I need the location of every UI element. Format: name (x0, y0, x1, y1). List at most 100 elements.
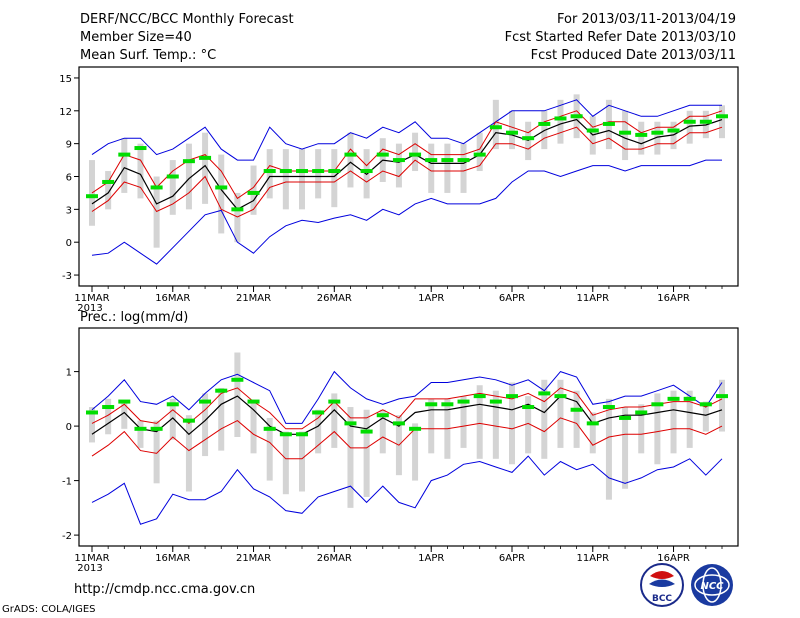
spread-box (719, 379, 725, 432)
median-marker (134, 426, 147, 431)
spread-box (686, 390, 693, 448)
median-marker (716, 394, 728, 399)
median-marker (602, 405, 615, 410)
spread-box (460, 143, 467, 193)
median-marker (182, 159, 195, 164)
x-tick-label: 1APR (418, 553, 444, 564)
spread-box (218, 387, 225, 451)
spread-box (460, 396, 467, 448)
spread-box (654, 393, 661, 465)
median-marker (247, 399, 260, 404)
spread-box (169, 398, 176, 440)
precipitation-panel: -2 -1 0 1 11MAR 16MAR 21MAR 26MAR 1APR 6APR 11APR 1… (62, 327, 739, 574)
median-marker (263, 426, 276, 431)
spread-box (654, 121, 661, 155)
spread-box (89, 160, 95, 226)
spread-box (476, 132, 483, 172)
bottom-variable-label: Prec.: log(mm/d) (80, 310, 189, 325)
plot-frame (78, 327, 739, 547)
y-tick-label: 1 (66, 368, 72, 379)
spread-box (282, 149, 289, 210)
spread-box (202, 132, 209, 204)
median-marker (215, 185, 228, 190)
member-size-label: Member Size=40 (80, 30, 192, 45)
forecast-range-label: For 2013/03/11-2013/04/19 (557, 12, 736, 27)
series-lower-line (91, 126, 723, 218)
median-marker (231, 207, 244, 212)
median-marker (570, 114, 583, 119)
spread-box (428, 143, 435, 193)
median-marker (150, 185, 163, 190)
median-marker (538, 391, 551, 396)
median-marker (134, 146, 147, 151)
ncc-logo: NCC (691, 564, 733, 606)
median-marker (118, 152, 131, 157)
median-marker (586, 128, 599, 133)
median-marker (473, 394, 486, 399)
year-label: 2013 (77, 303, 102, 314)
spread-box (702, 401, 709, 432)
median-marker (667, 396, 680, 401)
median-marker (522, 136, 535, 141)
spread-box (315, 149, 322, 199)
spread-box (605, 398, 612, 500)
median-marker (86, 410, 98, 415)
median-marker (231, 377, 244, 382)
spread-box (557, 99, 564, 144)
y-tick-label: 12 (59, 107, 72, 118)
spread-box (266, 149, 273, 199)
series-mean-line (91, 395, 723, 436)
spread-box (509, 382, 515, 465)
median-marker (635, 132, 648, 137)
spread-box (202, 393, 209, 457)
spread-box (266, 417, 273, 481)
median-marker (506, 394, 518, 399)
spread-box (234, 352, 241, 437)
x-tick-label: 21MAR (236, 293, 271, 304)
median-marker (457, 158, 470, 163)
median-marker (376, 413, 389, 418)
spread-box (169, 160, 176, 215)
median-marker (360, 429, 373, 434)
median-marker (247, 190, 260, 195)
median-marker (425, 158, 438, 163)
y-tick-label: -1 (62, 477, 72, 488)
x-tick-label: 11APR (576, 553, 609, 564)
spread-box (492, 99, 499, 150)
median-marker (586, 421, 599, 426)
median-marker (215, 388, 228, 393)
median-marker (409, 426, 422, 431)
spread-box (492, 390, 499, 459)
series-upper-line (91, 110, 723, 200)
spread-box (622, 407, 629, 489)
median-marker (506, 130, 518, 135)
spread-box (638, 404, 645, 454)
grads-credit: GrADS: COLA/IGES (2, 604, 96, 615)
y-tick-label: 0 (66, 422, 72, 433)
series-min-line (91, 99, 722, 161)
median-marker (150, 426, 163, 431)
median-marker (102, 179, 115, 184)
fcst-produced-label: Fcst Produced Date 2013/03/11 (530, 48, 736, 63)
median-marker (635, 410, 648, 415)
y-tick-label: -2 (62, 531, 72, 542)
median-marker (344, 152, 357, 157)
fcst-started-label: Fcst Started Refer Date 2013/03/10 (504, 30, 736, 45)
median-marker (312, 410, 325, 415)
x-tick-label: 11MAR (74, 293, 109, 304)
x-tick-label: 11MAR (74, 553, 109, 564)
series-max-line (91, 159, 722, 265)
median-marker (86, 194, 98, 199)
median-marker (489, 399, 502, 404)
spread-box (185, 415, 192, 492)
median-marker (716, 114, 728, 119)
median-marker (279, 432, 292, 437)
y-tick-label: 3 (66, 205, 72, 216)
median-marker (619, 415, 632, 420)
x-tick-label: 21MAR (236, 553, 271, 564)
spread-box (105, 171, 112, 210)
y-tick-label: -3 (62, 271, 72, 282)
bcc-logo-text: BCC (652, 594, 672, 604)
series-upper-line (91, 387, 723, 430)
spread-box (412, 132, 419, 172)
